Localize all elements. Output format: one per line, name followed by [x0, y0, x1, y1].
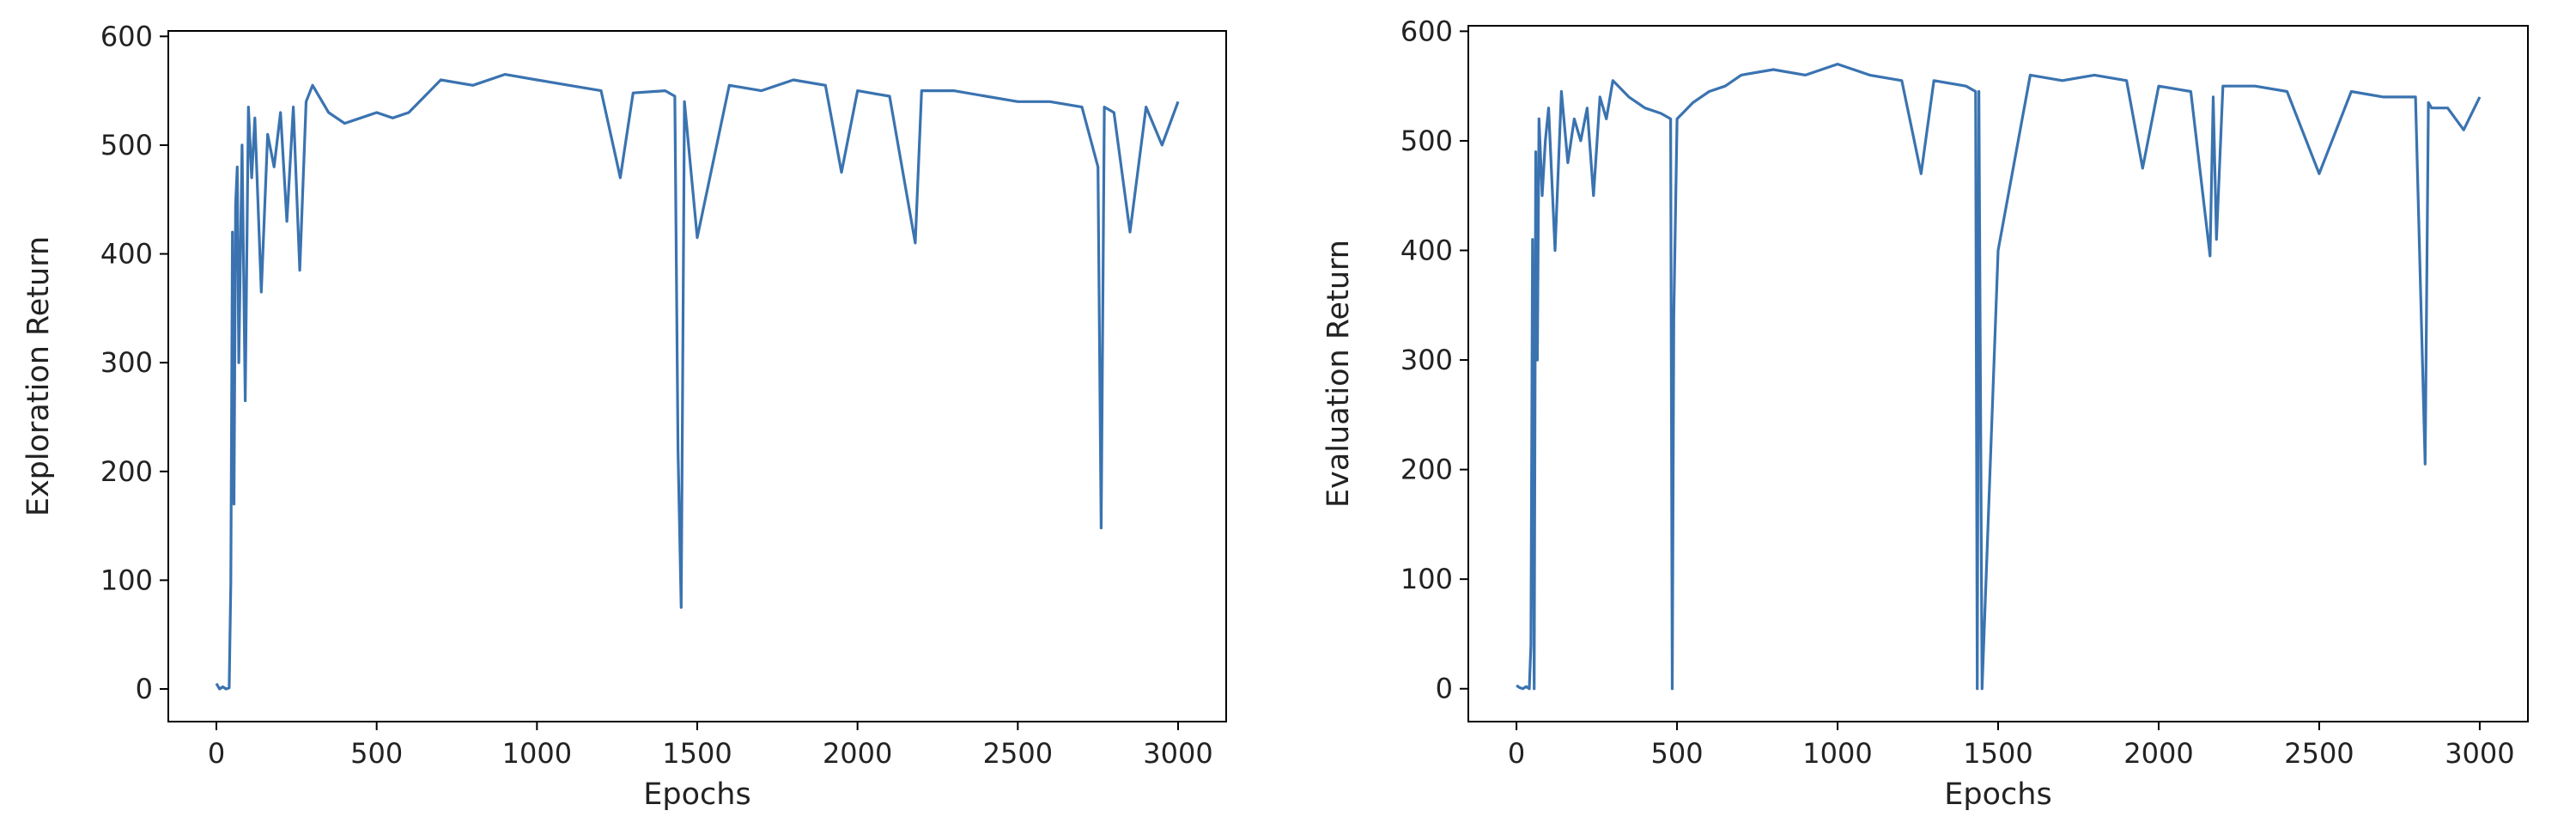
- x-tick-label-3000: 3000: [2445, 737, 2514, 770]
- x-tick-label-1000: 1000: [502, 737, 572, 770]
- x-tick-label-1500: 1500: [1963, 737, 2032, 770]
- y-tick-label-0: 0: [136, 673, 153, 705]
- y-tick-label-0: 0: [1436, 673, 1453, 705]
- series-line-0: [1516, 62, 2482, 691]
- y-tick-label-200: 200: [100, 455, 153, 488]
- plot-frame: [167, 30, 1227, 722]
- x-tick-label-500: 500: [1651, 737, 1704, 770]
- x-tick-label-1500: 1500: [662, 737, 732, 770]
- x-axis-label: Epochs: [1944, 777, 2051, 812]
- x-axis-label: Epochs: [643, 777, 750, 812]
- x-tick-label-2000: 2000: [2123, 737, 2193, 770]
- x-tick-label-1000: 1000: [1802, 737, 1872, 770]
- y-tick-label-600: 600: [100, 20, 153, 52]
- exploration-return-chart: 0 500 1000 1500 2000 2500 3000 0 100 200 300 400 500…: [21, 20, 1227, 812]
- x-tick-label-2500: 2500: [983, 737, 1053, 770]
- y-tick-label-200: 200: [1400, 454, 1453, 486]
- x-tick-label-500: 500: [350, 737, 403, 770]
- y-tick-label-100: 100: [100, 564, 153, 596]
- x-tick-label-2000: 2000: [823, 737, 892, 770]
- series-line-0: [215, 72, 1180, 691]
- y-tick-label-400: 400: [100, 238, 153, 271]
- plot-frame: [1467, 25, 2529, 722]
- y-tick-label-300: 300: [100, 346, 153, 379]
- x-tick-label-2500: 2500: [2284, 737, 2354, 770]
- y-axis-label: Exploration Return: [21, 236, 56, 516]
- y-tick-label-500: 500: [1400, 125, 1453, 157]
- y-tick-label-400: 400: [1400, 234, 1453, 266]
- y-tick-label-100: 100: [1400, 563, 1453, 595]
- x-tick-label-0: 0: [1508, 737, 1525, 770]
- x-tick-label-3000: 3000: [1143, 737, 1212, 770]
- y-tick-label-600: 600: [1400, 15, 1453, 47]
- y-tick-label-500: 500: [100, 129, 153, 162]
- y-axis-label: Evaluation Return: [1321, 240, 1356, 508]
- evaluation-return-chart: 0 500 1000 1500 2000 2500 3000 0 100 200 300 400 500…: [1321, 15, 2529, 812]
- x-tick-label-0: 0: [208, 737, 225, 770]
- y-tick-label-300: 300: [1400, 344, 1453, 376]
